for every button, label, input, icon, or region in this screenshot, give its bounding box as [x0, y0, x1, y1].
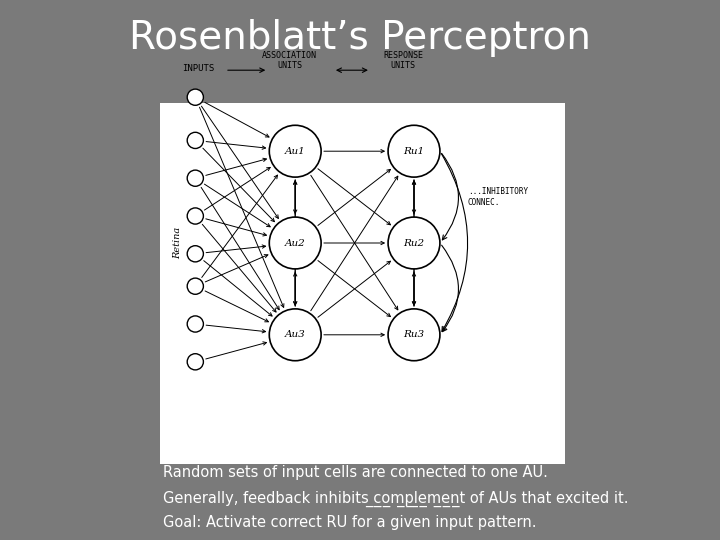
Circle shape	[388, 309, 440, 361]
Circle shape	[388, 125, 440, 177]
Text: Ru2: Ru2	[403, 239, 425, 247]
Text: RESPONSE
UNITS: RESPONSE UNITS	[383, 51, 423, 70]
Text: INPUTS: INPUTS	[182, 64, 214, 73]
Circle shape	[187, 316, 204, 332]
FancyBboxPatch shape	[160, 103, 565, 464]
Text: Ru3: Ru3	[403, 330, 425, 339]
Circle shape	[187, 208, 204, 224]
Circle shape	[187, 89, 204, 105]
Text: Retina: Retina	[173, 227, 182, 259]
Text: Rosenblatt’s Perceptron: Rosenblatt’s Perceptron	[129, 19, 591, 57]
Text: ...INHIBITORY
CONNEC.: ...INHIBITORY CONNEC.	[468, 187, 528, 207]
Circle shape	[269, 125, 321, 177]
Circle shape	[187, 354, 204, 370]
Text: Generally, feedback inhibits ̲c̲o̲m̲p̲l̲e̲m̲e̲n̲t of AUs that excited it.: Generally, feedback inhibits ̲c̲o̲m̲p̲l̲…	[163, 491, 629, 507]
Circle shape	[187, 278, 204, 294]
Text: ASSOCIATION
UNITS: ASSOCIATION UNITS	[262, 51, 318, 70]
Circle shape	[187, 246, 204, 262]
Circle shape	[388, 217, 440, 269]
Text: Au3: Au3	[285, 330, 305, 339]
Text: Ru1: Ru1	[403, 147, 425, 156]
Text: Goal: Activate correct RU for a given input pattern.: Goal: Activate correct RU for a given in…	[163, 515, 536, 530]
Circle shape	[187, 170, 204, 186]
Text: Au1: Au1	[285, 147, 305, 156]
Text: Random sets of input cells are connected to one AU.: Random sets of input cells are connected…	[163, 465, 548, 480]
Text: Au2: Au2	[285, 239, 305, 247]
Circle shape	[269, 309, 321, 361]
Circle shape	[187, 132, 204, 149]
Circle shape	[269, 217, 321, 269]
